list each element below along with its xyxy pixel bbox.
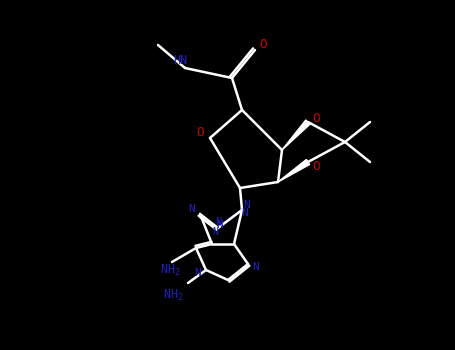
Text: N: N <box>195 268 202 278</box>
Text: O: O <box>196 126 204 139</box>
Text: O: O <box>312 160 320 173</box>
Text: O: O <box>259 38 267 51</box>
Text: N: N <box>212 227 218 237</box>
Polygon shape <box>278 160 310 182</box>
Text: NH$_2$: NH$_2$ <box>162 287 183 302</box>
Text: N: N <box>242 208 248 218</box>
Text: O: O <box>312 112 320 125</box>
Text: HN: HN <box>173 54 187 66</box>
Text: N: N <box>243 200 250 210</box>
Text: NH$_2$: NH$_2$ <box>160 262 180 278</box>
Text: N: N <box>189 204 195 214</box>
Polygon shape <box>282 120 310 150</box>
Text: N: N <box>217 220 223 230</box>
Text: N: N <box>215 217 221 227</box>
Text: N: N <box>253 262 259 272</box>
